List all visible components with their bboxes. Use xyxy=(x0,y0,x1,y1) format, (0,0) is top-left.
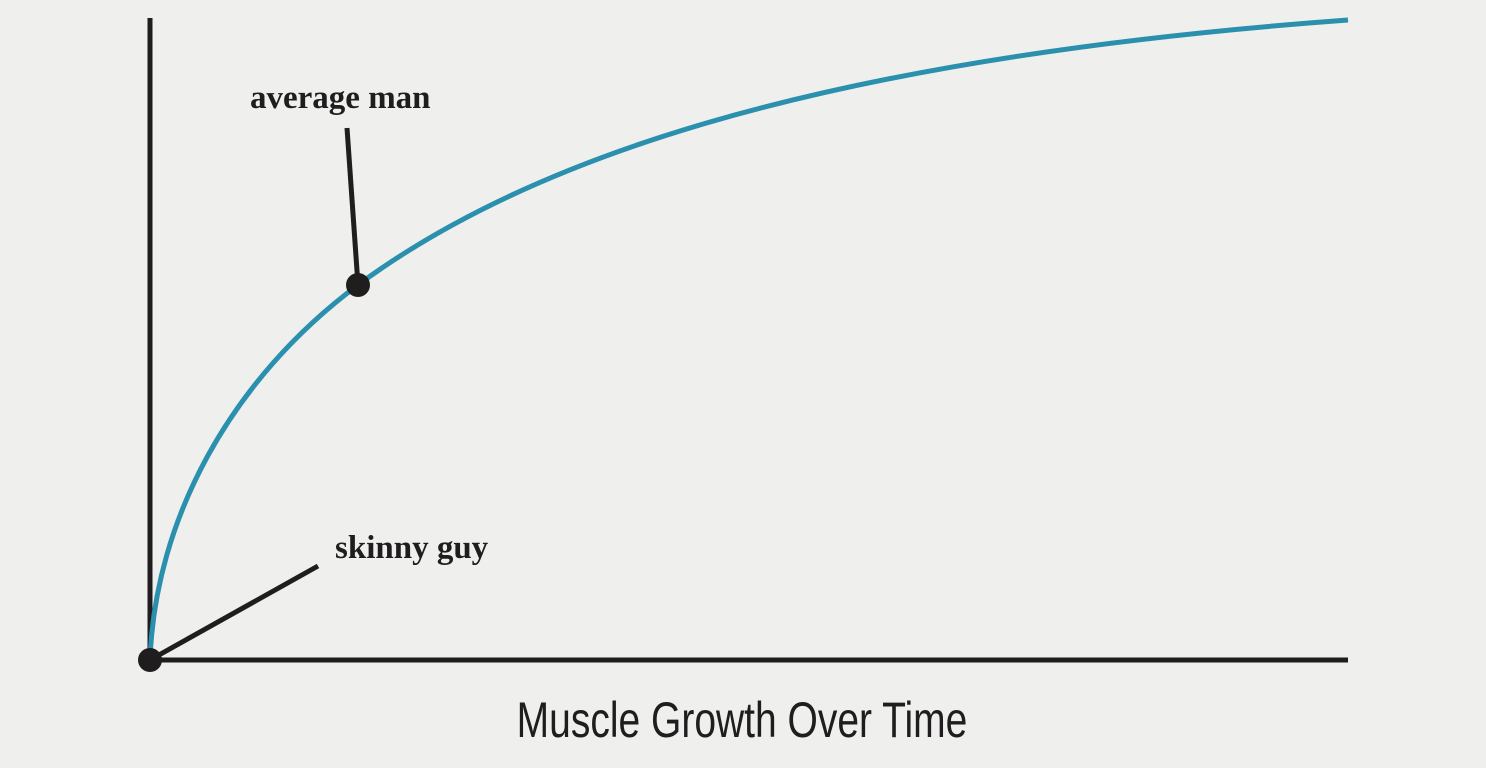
pointer-line xyxy=(148,563,320,663)
growth-curve xyxy=(147,17,1349,661)
pointer-line xyxy=(344,127,361,286)
annotation-label: skinny guy xyxy=(335,530,489,566)
annotation-label: average man xyxy=(250,80,431,116)
axis-title: Muscle Growth Over Time xyxy=(517,691,968,748)
marker-dot xyxy=(138,648,162,672)
marker-dot xyxy=(346,273,370,297)
